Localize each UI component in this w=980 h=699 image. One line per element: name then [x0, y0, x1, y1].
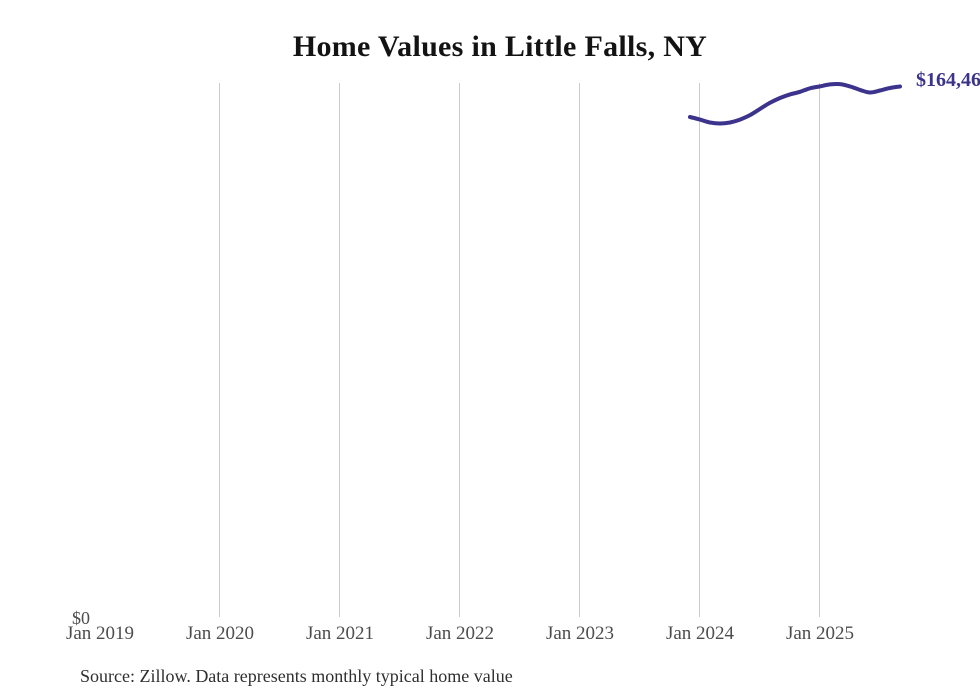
x-axis-tick-label: Jan 2019: [65, 623, 135, 644]
chart-title: Home Values in Little Falls, NY: [292, 30, 708, 63]
x-axis-tick-label: Jan 2024: [665, 623, 735, 644]
vertical-gridlines: [219, 83, 820, 617]
x-axis-tick-label: Jan 2021: [305, 623, 375, 644]
x-axis-tick-label: Jan 2023: [545, 623, 615, 644]
series-end-value-label: $164,460: [916, 69, 980, 91]
x-axis-tick-label: Jan 2020: [185, 623, 255, 644]
y-axis-zero-label: $0: [72, 608, 90, 628]
source-note: Source: Zillow. Data represents monthly …: [80, 666, 513, 686]
x-axis-tick-label: Jan 2022: [425, 623, 495, 644]
home-value-series-line: [688, 81, 902, 126]
x-axis-tick-label: Jan 2025: [785, 623, 855, 644]
